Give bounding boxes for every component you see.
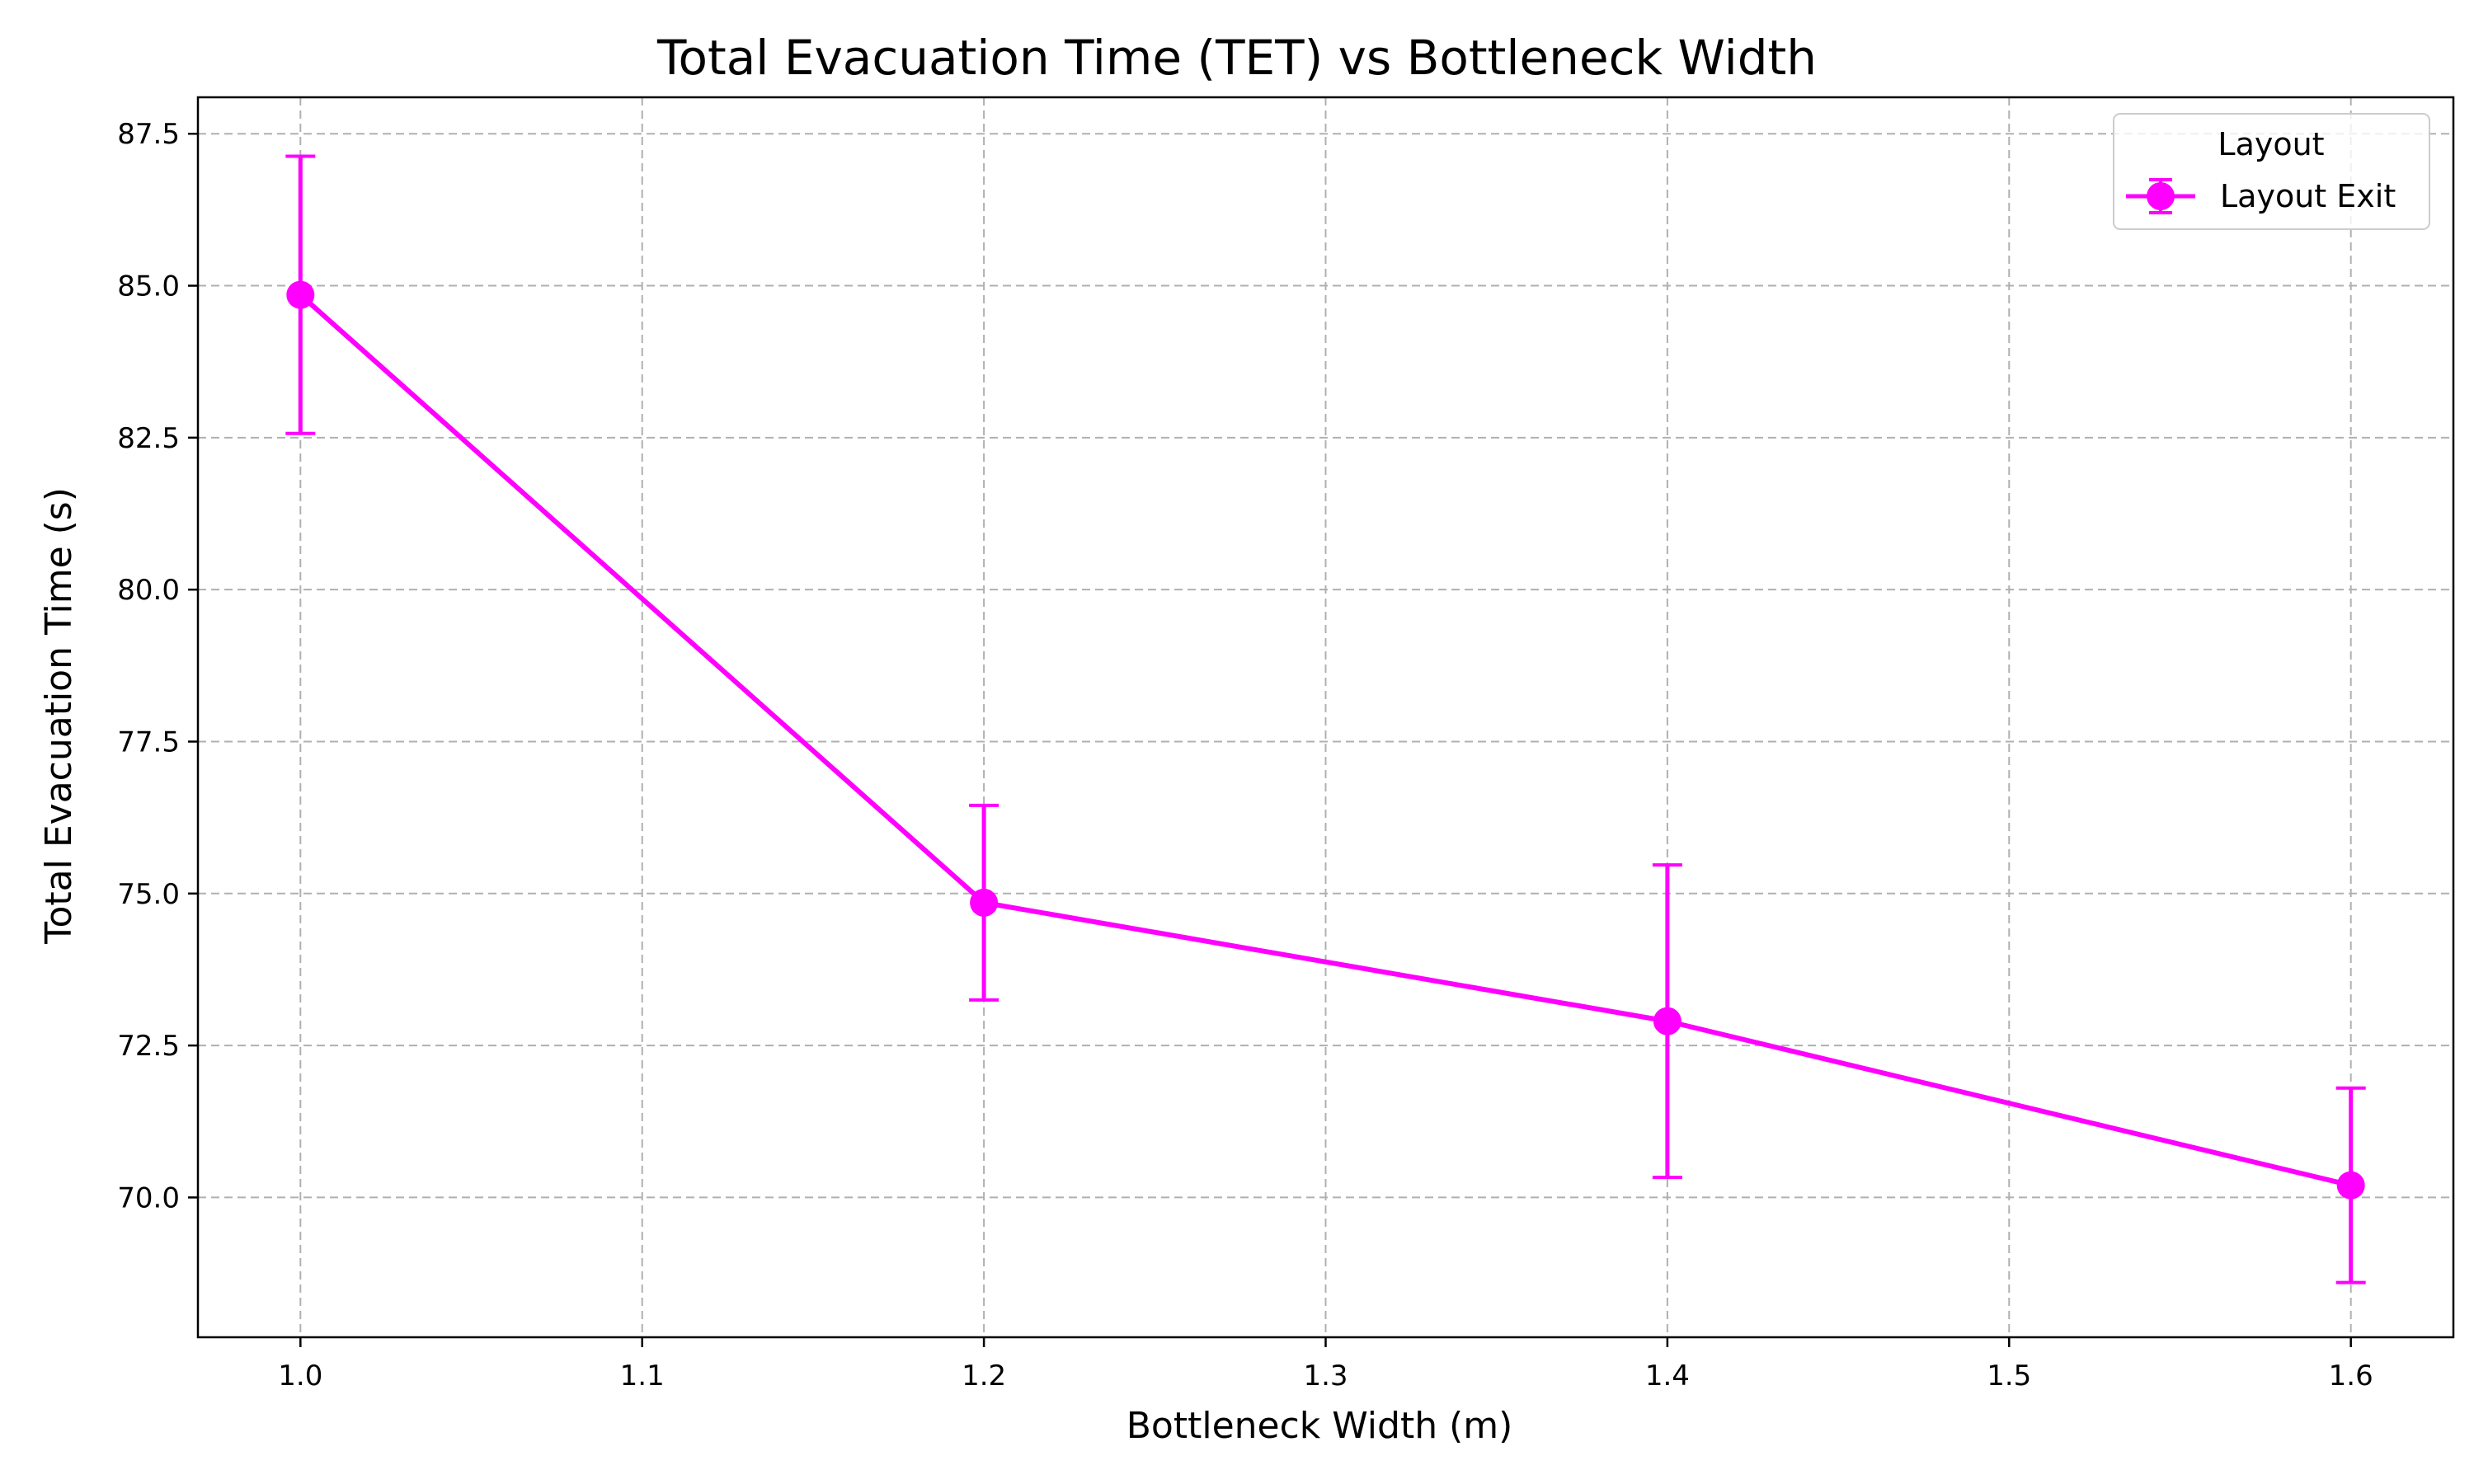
series-layer	[285, 154, 2366, 1284]
series-line	[299, 293, 2352, 1188]
data-point	[2336, 1171, 2365, 1200]
data-point	[286, 280, 315, 309]
x-tick-label: 1.0	[278, 1360, 322, 1392]
y-tick-label: 70.0	[117, 1181, 180, 1214]
y-tick-label: 80.0	[117, 574, 180, 607]
legend-frame	[2113, 113, 2430, 230]
y-tick-label: 75.0	[117, 878, 180, 911]
legend: Layout Layout Exit	[2113, 113, 2430, 230]
x-tick-label: 1.2	[962, 1360, 1006, 1392]
grid	[198, 97, 2453, 1337]
data-point	[970, 888, 999, 917]
y-tick-label: 87.5	[117, 118, 180, 151]
y-tick-label: 85.0	[117, 270, 180, 303]
chart-title: Total Evacuation Time (TET) vs Bottlenec…	[656, 30, 1817, 86]
legend-label: Layout Exit	[2220, 178, 2396, 214]
data-point	[1653, 1007, 1681, 1036]
x-tick-label: 1.3	[1303, 1360, 1348, 1392]
legend-marker	[2147, 182, 2175, 210]
x-tick-label: 1.6	[2329, 1360, 2373, 1392]
x-tick-label: 1.4	[1645, 1360, 1690, 1392]
x-tick-label: 1.1	[620, 1360, 665, 1392]
legend-title: Layout	[2218, 126, 2324, 162]
y-tick-label: 82.5	[117, 422, 180, 455]
y-tick-label: 77.5	[117, 726, 180, 758]
legend-entry-layout-exit: Layout Exit	[2126, 178, 2396, 214]
y-tick-label: 72.5	[117, 1030, 180, 1063]
y-axis-title: Total Evacuation Time (s)	[38, 487, 80, 945]
ticks: 1.0 1.1 1.2 1.3 1.4 1.5 1.6 70.0 72.5 75.0 77.5 80.…	[117, 118, 2373, 1392]
x-tick-label: 1.5	[1987, 1360, 2031, 1392]
x-axis-title: Bottleneck Width (m)	[1126, 1405, 1513, 1447]
